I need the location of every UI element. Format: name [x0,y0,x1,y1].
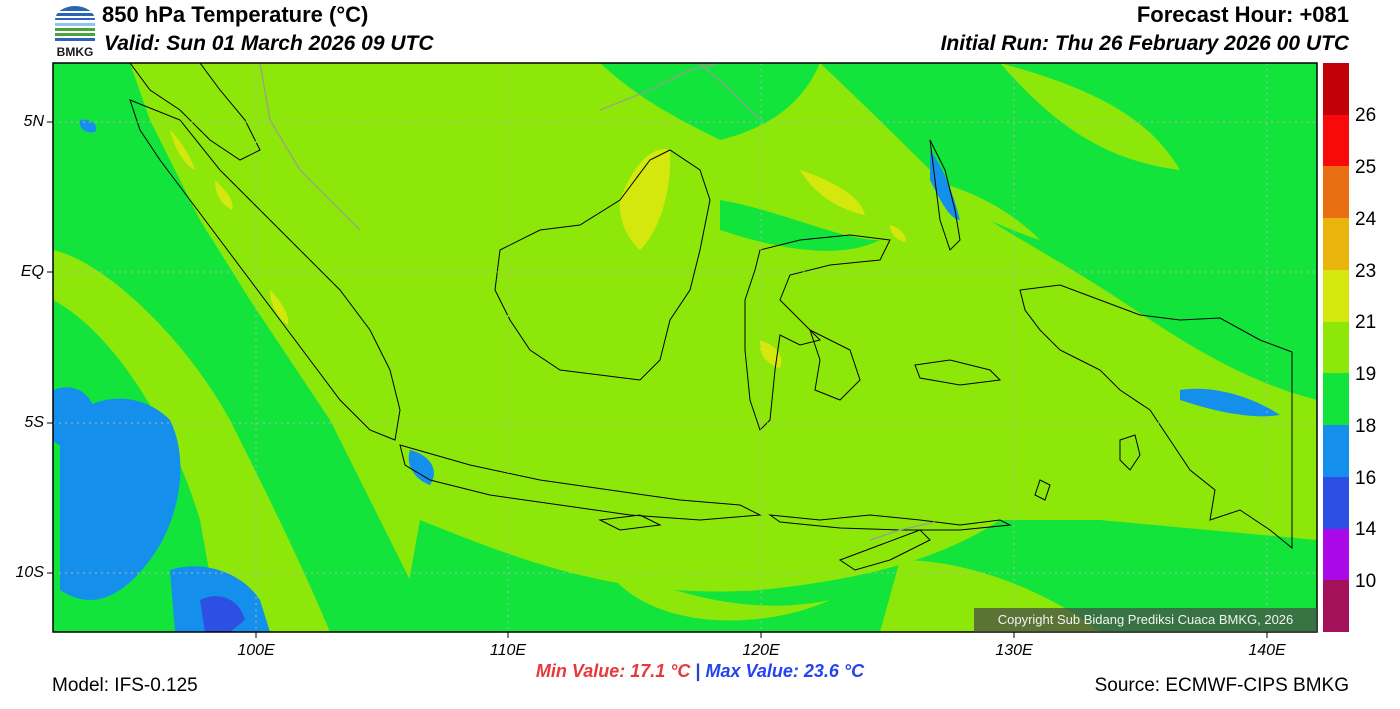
colorbar-segment [1323,63,1349,115]
initial-run: Initial Run: Thu 26 February 2026 00 UTC [940,32,1349,55]
lon-label-140e: 140E [1248,642,1286,659]
colorbar-label: 26 [1355,105,1377,126]
colorbar-label: 21 [1355,312,1377,333]
colorbar-segment [1323,269,1349,322]
axis-ticks [47,121,1268,638]
colorbar-label: 18 [1355,416,1377,437]
source-label: Source: ECMWF-CIPS BMKG [1094,675,1349,696]
map-frame [52,62,1318,633]
colorbar-segment [1323,528,1349,581]
bmkg-logo: BMKG [55,6,95,59]
lon-label-120e: 120E [742,642,780,659]
colorbar-label: 24 [1355,209,1377,230]
lat-label-10s: 10S [15,564,44,581]
forecast-hour: Forecast Hour: +081 [1136,2,1349,27]
colorbar-segment [1323,580,1349,633]
colorbar [1323,63,1349,633]
colorbar-segment [1323,476,1349,529]
colorbar-segment [1323,321,1349,374]
model-label: Model: IFS-0.125 [52,675,198,696]
copyright-notice: Copyright Sub Bidang Prediksi Cuaca BMKG… [974,608,1317,632]
colorbar-label: 16 [1355,468,1377,489]
lon-label-110e: 110E [489,642,527,659]
valid-time: Valid: Sun 01 March 2026 09 UTC [104,32,434,55]
colorbar-label: 10 [1355,571,1377,592]
lon-label-130e: 130E [995,642,1033,659]
page-title: 850 hPa Temperature (°C) [102,2,369,27]
colorbar-segment [1323,218,1349,271]
colorbar-segment [1323,166,1349,219]
lat-label-5s: 5S [24,414,44,431]
colorbar-label: 19 [1355,364,1377,385]
country-borders [259,63,936,541]
separator: | [695,661,701,681]
logo-text: BMKG [57,45,94,59]
lat-label-5n: 5N [23,113,44,130]
colorbar-segment [1323,114,1349,167]
colorbar-label: 14 [1355,519,1377,540]
graticule [53,63,1317,632]
lon-label-100e: 100E [237,642,275,659]
colorbar-segment [1323,425,1349,478]
max-value: Max Value: 23.6 °C [705,661,865,681]
colorbar-label: 23 [1355,261,1377,282]
min-max-values: Min Value: 17.1 °C | Max Value: 23.6 °C [0,661,1400,682]
colorbar-segment [1323,373,1349,426]
colorbar-label: 25 [1355,157,1377,178]
min-value: Min Value: 17.1 °C [535,661,691,681]
lat-label-eq: EQ [20,263,44,280]
coastlines [129,63,1293,571]
